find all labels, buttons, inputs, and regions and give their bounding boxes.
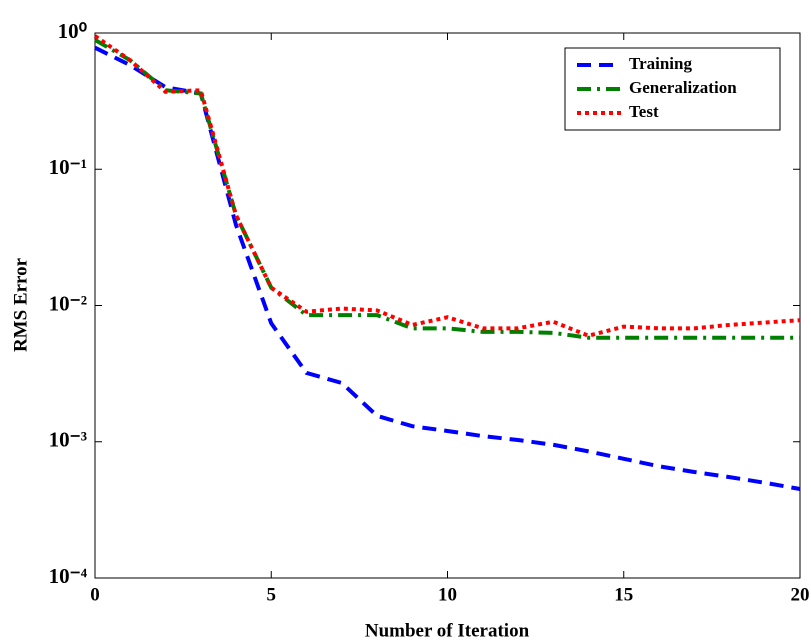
x-tick-label: 0 — [90, 584, 100, 605]
y-tick-label: 10⁻⁴ — [49, 564, 88, 588]
y-tick-label: 10⁻² — [49, 291, 87, 315]
legend-box — [564, 47, 781, 131]
x-tick-label: 10 — [438, 584, 457, 605]
y-axis-label: RMS Error — [10, 257, 31, 352]
x-tick-label: 15 — [614, 584, 633, 605]
x-tick-label: 5 — [267, 584, 277, 605]
y-tick-label: 10⁰ — [58, 19, 88, 43]
legend-label: Training — [629, 54, 692, 73]
x-axis-label: Number of Iteration — [365, 620, 530, 641]
y-tick-label: 10⁻¹ — [49, 155, 87, 179]
y-tick-label: 10⁻³ — [49, 428, 87, 452]
legend-label: Test — [629, 102, 659, 121]
legend-label: Generalization — [629, 78, 737, 97]
series-line — [93, 34, 801, 338]
x-tick-label: 20 — [791, 584, 810, 605]
